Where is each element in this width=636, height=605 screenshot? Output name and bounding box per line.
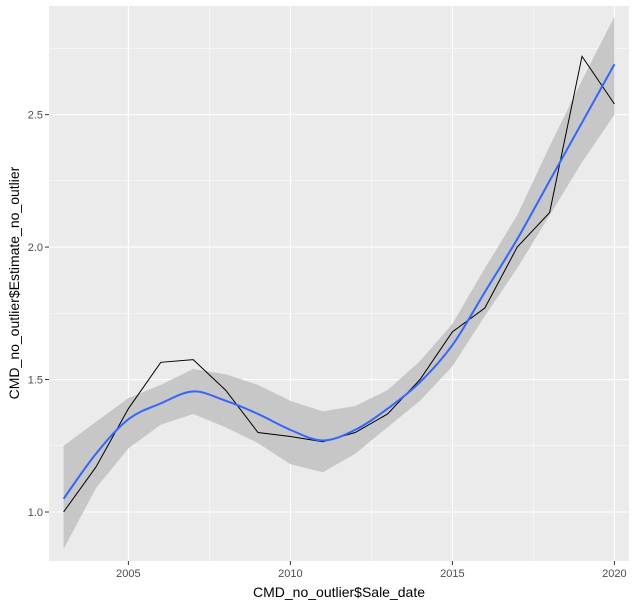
x-tick-label: 2005 [116, 568, 140, 580]
plot-panel [49, 6, 629, 561]
y-tick-label: 1.5 [28, 375, 43, 387]
x-axis-ticks: 2005 2010 2015 2020 [116, 561, 627, 580]
y-axis-ticks: 1.0 1.5 2.0 2.5 [28, 110, 49, 519]
x-tick-label: 2020 [602, 568, 626, 580]
y-tick-label: 2.5 [28, 110, 43, 122]
x-tick-label: 2015 [440, 568, 464, 580]
confidence-band [63, 16, 615, 550]
y-axis-title: CMD_no_outlier$Estimate_no_outlier [6, 166, 22, 399]
smooth-series-line [62, 63, 616, 500]
y-tick-label: 1.0 [28, 507, 43, 519]
y-tick-label: 2.0 [28, 242, 43, 254]
minor-gridlines [49, 6, 629, 561]
x-tick-label: 2010 [278, 568, 302, 580]
x-axis-title: CMD_no_outlier$Sale_date [253, 584, 425, 600]
